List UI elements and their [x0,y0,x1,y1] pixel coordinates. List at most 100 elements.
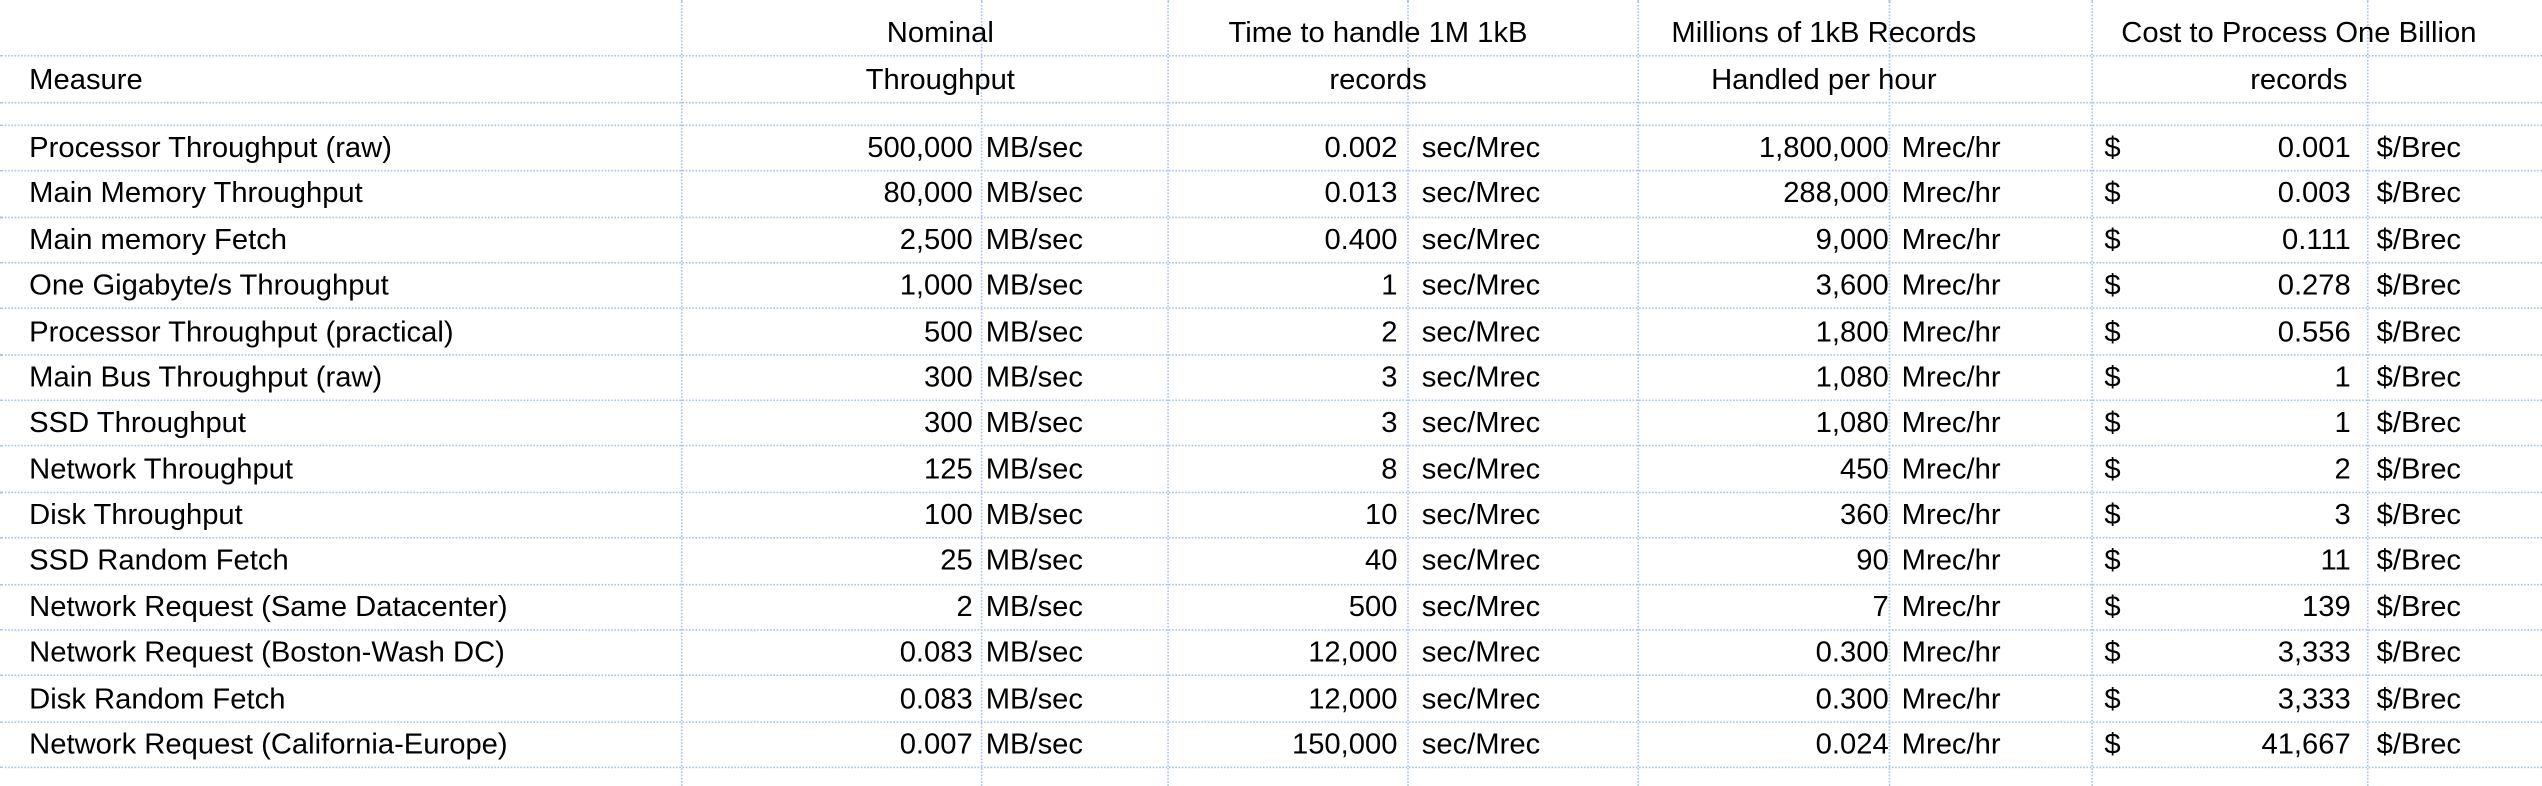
table-cell: 1,080 [1815,406,1889,439]
table-cell: 300 [924,360,973,393]
table-cell: Mrec/hr [1901,544,2001,577]
table-cell: 8 [1381,452,1398,485]
row-label: Main memory Fetch [29,222,288,256]
row-label: One Gigabyte/s Throughput [29,268,389,302]
table-cell: $ [2104,452,2121,485]
table-cell: MB/sec [985,222,1083,256]
table-cell: 139 [2302,589,2351,623]
table-cell: $ [2104,314,2121,347]
table-cell: 10 [1364,498,1398,531]
table-cell: MB/sec [985,176,1083,210]
table-cell: 500 [1348,589,1398,623]
table-cell: $ [2104,635,2121,669]
table-cell: Mrec/hr [1901,176,2001,210]
table-cell: Mrec/hr [1901,131,2001,164]
table-cell: sec/Mrec [1421,268,1541,302]
grid-row-line [0,766,2542,769]
column-header: Nominal [886,16,994,49]
table-cell: 12,000 [1308,681,1398,715]
table-cell: MB/sec [985,406,1083,439]
table-cell: 3 [1381,406,1398,439]
table-cell: $ [2104,727,2121,761]
table-cell: $/Brec [2376,727,2462,761]
table-cell: $ [2104,544,2121,577]
column-header: Measure [29,63,143,96]
row-label: Disk Random Fetch [29,681,286,715]
grid-column-line [1637,0,1640,786]
table-cell: 80,000 [883,176,973,210]
grid-row-line [0,399,2542,402]
table-cell: Mrec/hr [1901,406,2001,439]
table-cell: MB/sec [985,131,1083,164]
table-cell: 500,000 [867,131,973,164]
table-cell: 0.278 [2277,268,2351,302]
table-cell: Mrec/hr [1901,360,2001,393]
row-label: SSD Random Fetch [29,544,289,577]
table-cell: 0.083 [899,635,973,669]
table-cell: sec/Mrec [1421,131,1541,164]
table-cell: 2 [2334,452,2351,485]
column-header: Millions of 1kB Records [1671,16,1977,49]
grid-row-line [0,629,2542,631]
table-cell: 3,333 [2277,635,2351,669]
table-cell: 0.556 [2277,314,2351,347]
row-label: Disk Throughput [29,498,243,531]
grid-column-line [1407,0,1409,786]
table-cell: $/Brec [2376,589,2462,623]
row-label: Main Bus Throughput (raw) [29,360,383,393]
row-label: Network Throughput [29,452,294,485]
grid-row-line [0,124,2542,127]
table-cell: sec/Mrec [1421,635,1541,669]
table-cell: 1 [1381,268,1398,302]
grid-row-line [0,491,2542,494]
table-cell: $/Brec [2376,498,2462,531]
table-cell: $/Brec [2376,406,2462,439]
table-cell: Mrec/hr [1901,314,2001,347]
table-cell: 1,000 [899,268,973,302]
grid-column-line [1167,0,1169,786]
table-cell: $/Brec [2376,544,2462,577]
table-cell: sec/Mrec [1421,314,1541,347]
grid-row-line [0,583,2542,585]
table-cell: 41,667 [2261,727,2351,761]
table-cell: 2 [1381,314,1398,347]
grid-column-line [980,0,983,786]
table-cell: 11 [2320,544,2351,577]
table-cell: 1 [2334,406,2351,439]
table-cell: Mrec/hr [1901,222,2001,256]
table-cell: sec/Mrec [1421,544,1541,577]
column-header: Handled per hour [1711,63,1937,96]
row-label: Network Request (Same Datacenter) [29,589,508,623]
table-cell: MB/sec [985,681,1083,715]
table-cell: 2,500 [899,222,973,256]
grid-column-line [2366,0,2369,786]
table-cell: 1,080 [1815,360,1889,393]
table-cell: 300 [924,406,973,439]
table-cell: sec/Mrec [1421,589,1541,623]
row-label: SSD Throughput [29,406,247,439]
table-cell: 0.083 [899,681,973,715]
table-cell: 2 [956,589,973,623]
table-cell: MB/sec [985,452,1083,485]
table-cell: 40 [1364,544,1398,577]
table-cell: $/Brec [2376,268,2462,302]
table-cell: 0.300 [1815,681,1889,715]
table-cell: sec/Mrec [1421,681,1541,715]
row-label: Network Request (California-Europe) [29,727,508,761]
grid-row-line [0,720,2542,723]
row-label: Network Request (Boston-Wash DC) [29,635,505,669]
grid-row-line [0,353,2542,356]
table-cell: $ [2104,360,2121,393]
table-cell: MB/sec [985,314,1083,347]
table-cell: $/Brec [2376,314,2462,347]
table-cell: $/Brec [2376,360,2462,393]
table-cell: $ [2104,176,2121,210]
table-cell: Mrec/hr [1901,452,2001,485]
table-cell: MB/sec [985,544,1083,577]
table-cell: sec/Mrec [1421,452,1541,485]
table-cell: sec/Mrec [1421,222,1541,256]
table-cell: 150,000 [1291,727,1398,761]
grid-column-line [680,0,683,786]
table-cell: 0.300 [1815,635,1889,669]
